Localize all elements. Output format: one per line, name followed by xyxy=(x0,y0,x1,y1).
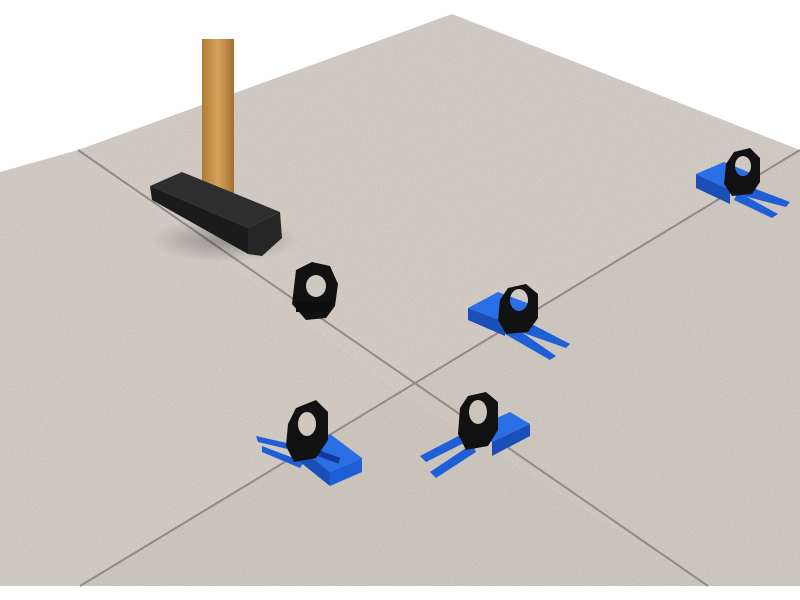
wedge-clip-set-right xyxy=(696,148,790,218)
clip-loop-lower-right xyxy=(458,392,498,450)
tile-floor xyxy=(0,14,800,586)
leveling-wedge-right-side xyxy=(696,174,730,204)
wedge-clip-set-lower-left xyxy=(256,400,362,486)
leveling-wedge-lower-left-front xyxy=(330,458,362,486)
clip-loop-upper xyxy=(498,284,538,334)
tile-top xyxy=(78,14,800,392)
leveling-wedge-lower-right-prong-b xyxy=(430,444,476,478)
clip-loop-lower-left xyxy=(286,400,328,462)
tile-top-left xyxy=(0,150,400,586)
club-hammer xyxy=(150,39,282,256)
tile-right xyxy=(400,150,800,586)
clip-loop-right xyxy=(724,148,760,196)
tile-bottom xyxy=(80,392,708,586)
leveling-wedge-upper-prong-b xyxy=(505,324,556,360)
leveling-wedge-lower-right-prong-a xyxy=(420,432,470,462)
hammer-head-top xyxy=(150,172,280,228)
leveling-wedge-right-prong-a xyxy=(744,186,790,207)
leveling-wedge-lower-left-prong-b xyxy=(262,446,304,468)
leveling-clip-1 xyxy=(292,262,338,320)
leveling-wedge-lower-left-slot xyxy=(317,450,341,464)
grout-line-diagonal-up xyxy=(79,149,800,587)
clip-base xyxy=(296,303,330,312)
hammer-handle xyxy=(202,39,234,207)
wedge-clip-set-upper xyxy=(468,284,570,360)
leveling-wedge-right-prong-b xyxy=(734,192,778,218)
leveling-wedge-lower-right-side xyxy=(492,424,530,456)
leveling-wedge-upper-side xyxy=(468,308,505,336)
hammer-head-end xyxy=(248,212,282,256)
hammer-head-front xyxy=(150,186,248,254)
wedge-clip-set-lower-right xyxy=(420,392,530,478)
